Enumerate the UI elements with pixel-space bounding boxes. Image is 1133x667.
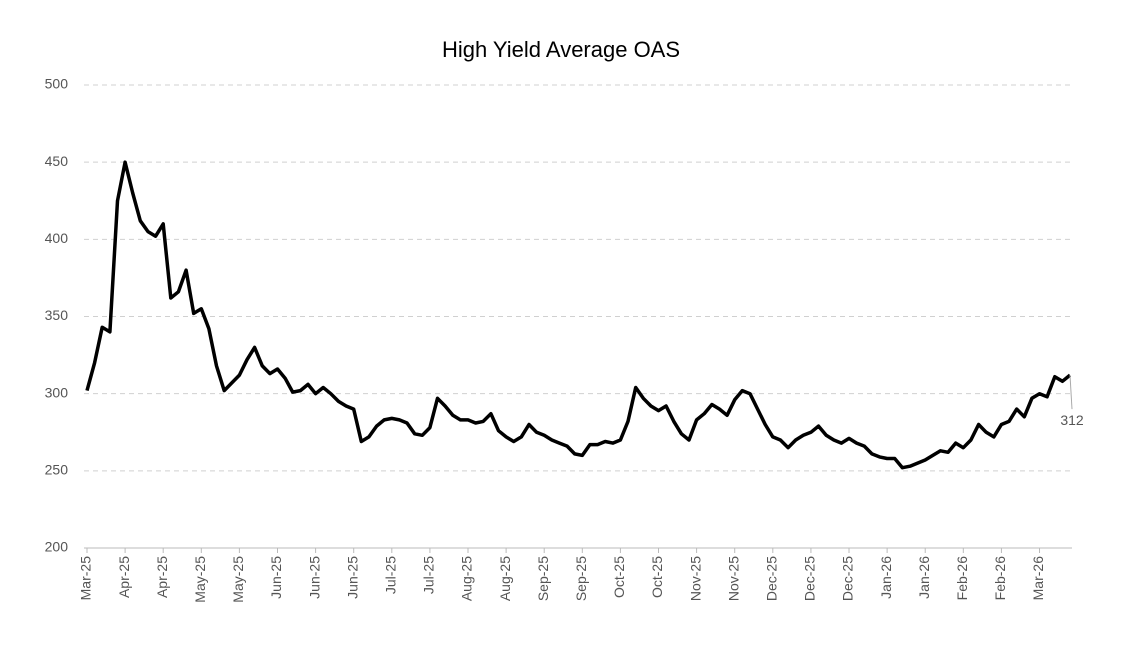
x-tick-label: Feb-26	[992, 556, 1008, 601]
x-tick-label: May-25	[230, 556, 246, 603]
x-tick-label: Feb-26	[954, 556, 970, 601]
end-value-label: 312	[1060, 412, 1084, 428]
y-tick-label: 350	[45, 307, 69, 323]
x-tick-label: Oct-25	[611, 556, 627, 598]
y-tick-label: 300	[45, 384, 69, 400]
x-tick-label: Mar-26	[1030, 556, 1046, 601]
x-tick-label: Apr-25	[154, 556, 170, 598]
x-tick-label: Dec-25	[802, 556, 818, 601]
x-tick-label: Apr-25	[116, 556, 132, 598]
x-tick-label: Nov-25	[725, 556, 741, 601]
x-tick-label: Sep-25	[573, 556, 589, 601]
x-tick-label: Jan-26	[878, 556, 894, 599]
x-tick-label: Sep-25	[535, 556, 551, 601]
y-tick-label: 450	[45, 153, 69, 169]
y-tick-label: 250	[45, 462, 69, 478]
y-tick-label: 200	[45, 539, 69, 555]
x-tick-label: Oct-25	[649, 556, 665, 598]
x-tick-label: Jun-25	[344, 556, 360, 599]
x-tick-label: Jul-25	[383, 556, 399, 594]
y-tick-label: 500	[45, 76, 69, 92]
chart-title: High Yield Average OAS	[442, 37, 680, 62]
x-tick-label: Nov-25	[687, 556, 703, 601]
x-tick-label: Jun-25	[268, 556, 284, 599]
line-series	[85, 160, 1072, 470]
x-tick-label: Jun-25	[306, 556, 322, 599]
x-tick-label: Mar-25	[78, 556, 94, 601]
x-tick-label: Jan-26	[916, 556, 932, 599]
x-tick-label: Jul-25	[421, 556, 437, 594]
label-leader	[1069, 375, 1073, 410]
x-tick-label: Dec-25	[840, 556, 856, 601]
x-tick-label: Dec-25	[764, 556, 780, 601]
x-tick-label: May-25	[192, 556, 208, 603]
x-tick-label: Aug-25	[459, 556, 475, 601]
y-tick-label: 400	[45, 230, 69, 246]
x-tick-label: Aug-25	[497, 556, 513, 601]
